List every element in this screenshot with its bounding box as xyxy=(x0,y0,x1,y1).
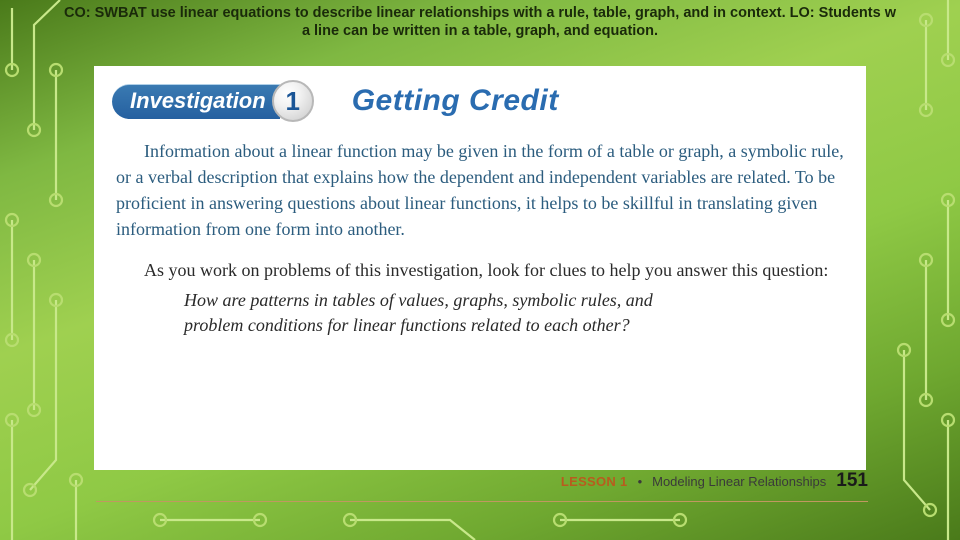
page-number: 151 xyxy=(836,470,868,492)
essential-question-line1: How are patterns in tables of values, gr… xyxy=(184,290,653,310)
textbook-content-panel: Investigation 1 Getting Credit Informati… xyxy=(94,66,866,470)
investigation-number: 1 xyxy=(272,80,314,122)
investigation-label: Investigation xyxy=(112,84,280,119)
investigation-header: Investigation 1 Getting Credit xyxy=(112,82,848,120)
essential-question: How are patterns in tables of values, gr… xyxy=(184,288,818,338)
investigation-badge: Investigation 1 xyxy=(112,82,314,120)
learning-objectives-header: CO: SWBAT use linear equations to descri… xyxy=(0,0,960,40)
essential-question-line2: problem conditions for linear functions … xyxy=(184,315,630,335)
intro-paragraph: Information about a linear function may … xyxy=(116,138,844,242)
investigation-title: Getting Credit xyxy=(352,84,559,118)
lesson-label: LESSON 1 xyxy=(561,474,628,489)
footer-bullet: • xyxy=(638,474,643,489)
page-footer: LESSON 1 • Modeling Linear Relationships… xyxy=(561,470,868,492)
header-line-1: CO: SWBAT use linear equations to descri… xyxy=(64,5,896,21)
header-line-2: a line can be written in a table, graph,… xyxy=(302,23,658,39)
footer-divider xyxy=(96,501,868,502)
lesson-title: Modeling Linear Relationships xyxy=(652,474,826,489)
lead-in-paragraph: As you work on problems of this investig… xyxy=(116,258,844,283)
